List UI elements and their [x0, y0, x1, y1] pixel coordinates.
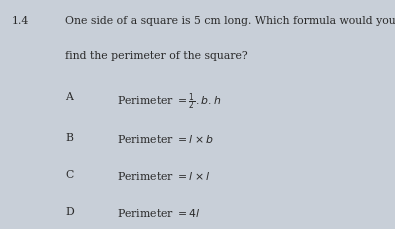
Text: find the perimeter of the square?: find the perimeter of the square? — [65, 50, 248, 60]
Text: A: A — [65, 92, 73, 101]
Text: Perimeter $= \frac{1}{2}\mathit{.b.h}$: Perimeter $= \frac{1}{2}\mathit{.b.h}$ — [117, 92, 221, 113]
Text: D: D — [65, 206, 74, 216]
Text: Perimeter $= \mathit{l} \times \mathit{b}$: Perimeter $= \mathit{l} \times \mathit{b… — [117, 133, 213, 145]
Text: One side of a square is 5 cm long. Which formula would you use to: One side of a square is 5 cm long. Which… — [65, 16, 395, 26]
Text: B: B — [65, 133, 73, 143]
Text: Perimeter $= \mathit{l} \times \mathit{l}$: Perimeter $= \mathit{l} \times \mathit{l… — [117, 169, 210, 181]
Text: C: C — [65, 169, 73, 179]
Text: Perimeter $= 4\mathit{l}$: Perimeter $= 4\mathit{l}$ — [117, 206, 200, 218]
Text: 1.4: 1.4 — [12, 16, 29, 26]
